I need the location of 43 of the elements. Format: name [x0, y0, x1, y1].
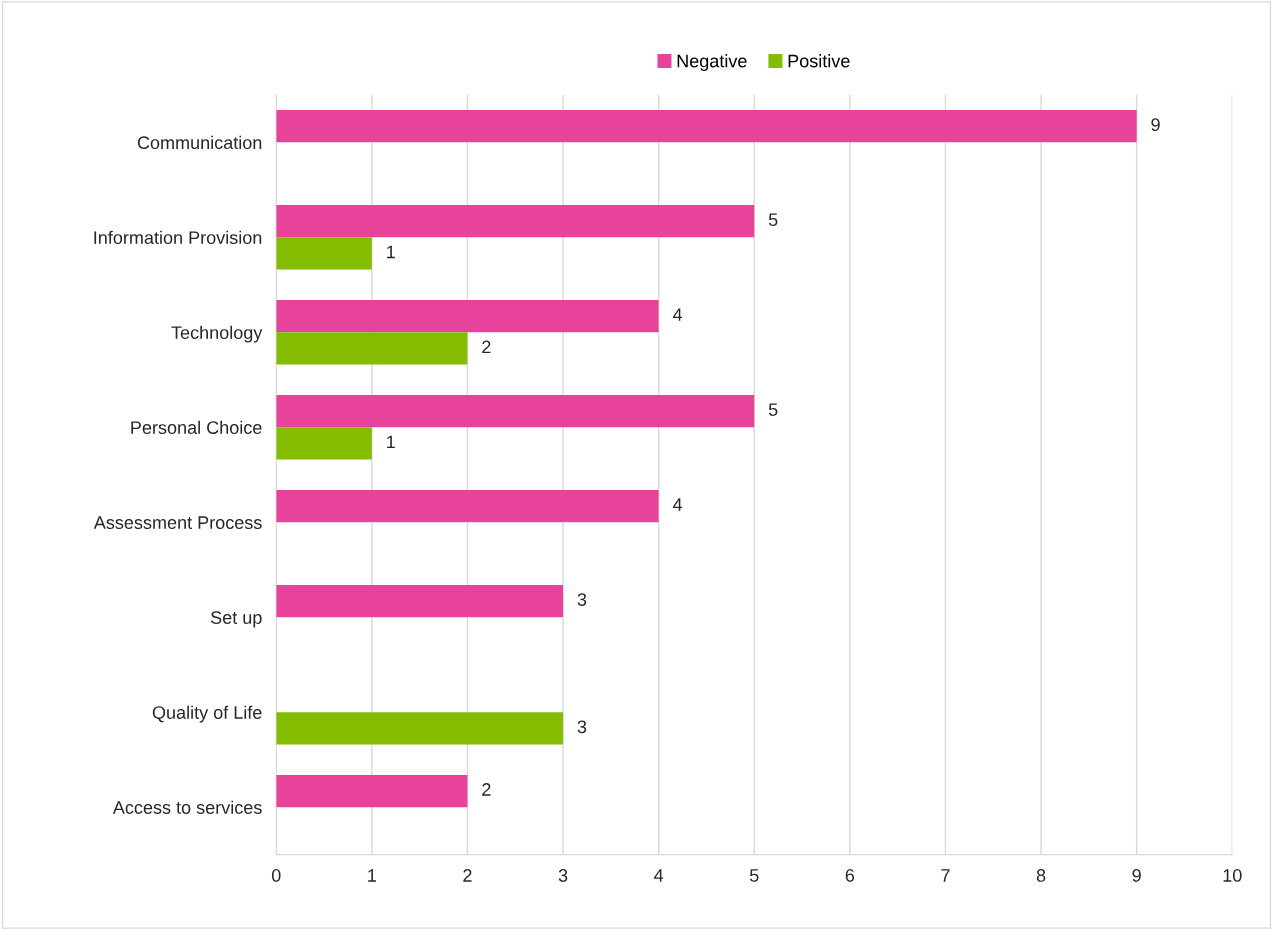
- y-tick-label: Information Provision: [94, 230, 262, 245]
- data-label: 5: [768, 403, 778, 416]
- data-label: 1: [387, 245, 395, 259]
- bar: [276, 394, 755, 428]
- bar: [276, 237, 372, 270]
- data-label: 3: [577, 593, 587, 606]
- y-tick-label: Technology: [171, 325, 263, 343]
- bar: [276, 205, 755, 238]
- data-label: 2: [482, 340, 491, 354]
- x-tick-label: 1: [368, 869, 376, 882]
- bar: [276, 584, 564, 618]
- bar: [276, 110, 1137, 143]
- bar: [276, 332, 468, 365]
- x-tick-label: 9: [1132, 869, 1141, 882]
- y-tick-label: Personal Choice: [131, 420, 262, 434]
- data-label: 5: [768, 213, 778, 227]
- y-tick-label: Assessment Process: [93, 516, 262, 529]
- legend-label: Positive: [788, 54, 850, 68]
- y-tick-label: Communication: [137, 135, 262, 150]
- x-tick-label: 7: [941, 869, 950, 882]
- data-label: 9: [1151, 118, 1160, 132]
- data-label: 1: [387, 435, 395, 449]
- data-label: 4: [672, 498, 683, 511]
- y-tick-label: Quality of Life: [152, 705, 262, 723]
- x-tick-label: 10: [1223, 869, 1242, 882]
- x-tick-label: 2: [463, 869, 472, 882]
- legend-label: Negative: [677, 54, 747, 71]
- x-tick-label: 4: [654, 869, 664, 882]
- bar: [276, 774, 468, 808]
- data-label: 3: [577, 720, 587, 734]
- x-tick-label: 8: [1036, 869, 1046, 882]
- data-label: 4: [672, 308, 683, 321]
- bar: [276, 427, 372, 460]
- bar: [276, 300, 659, 333]
- x-tick-label: 6: [845, 869, 855, 882]
- bar: [276, 489, 659, 523]
- y-tick-label: Set up: [210, 611, 262, 628]
- bar: [276, 712, 564, 745]
- x-tick-label: 5: [749, 869, 759, 882]
- y-tick-label: Access to services: [112, 800, 262, 814]
- x-tick-label: 0: [271, 869, 281, 882]
- x-tick-label: 3: [558, 869, 568, 882]
- data-label: 2: [482, 783, 491, 796]
